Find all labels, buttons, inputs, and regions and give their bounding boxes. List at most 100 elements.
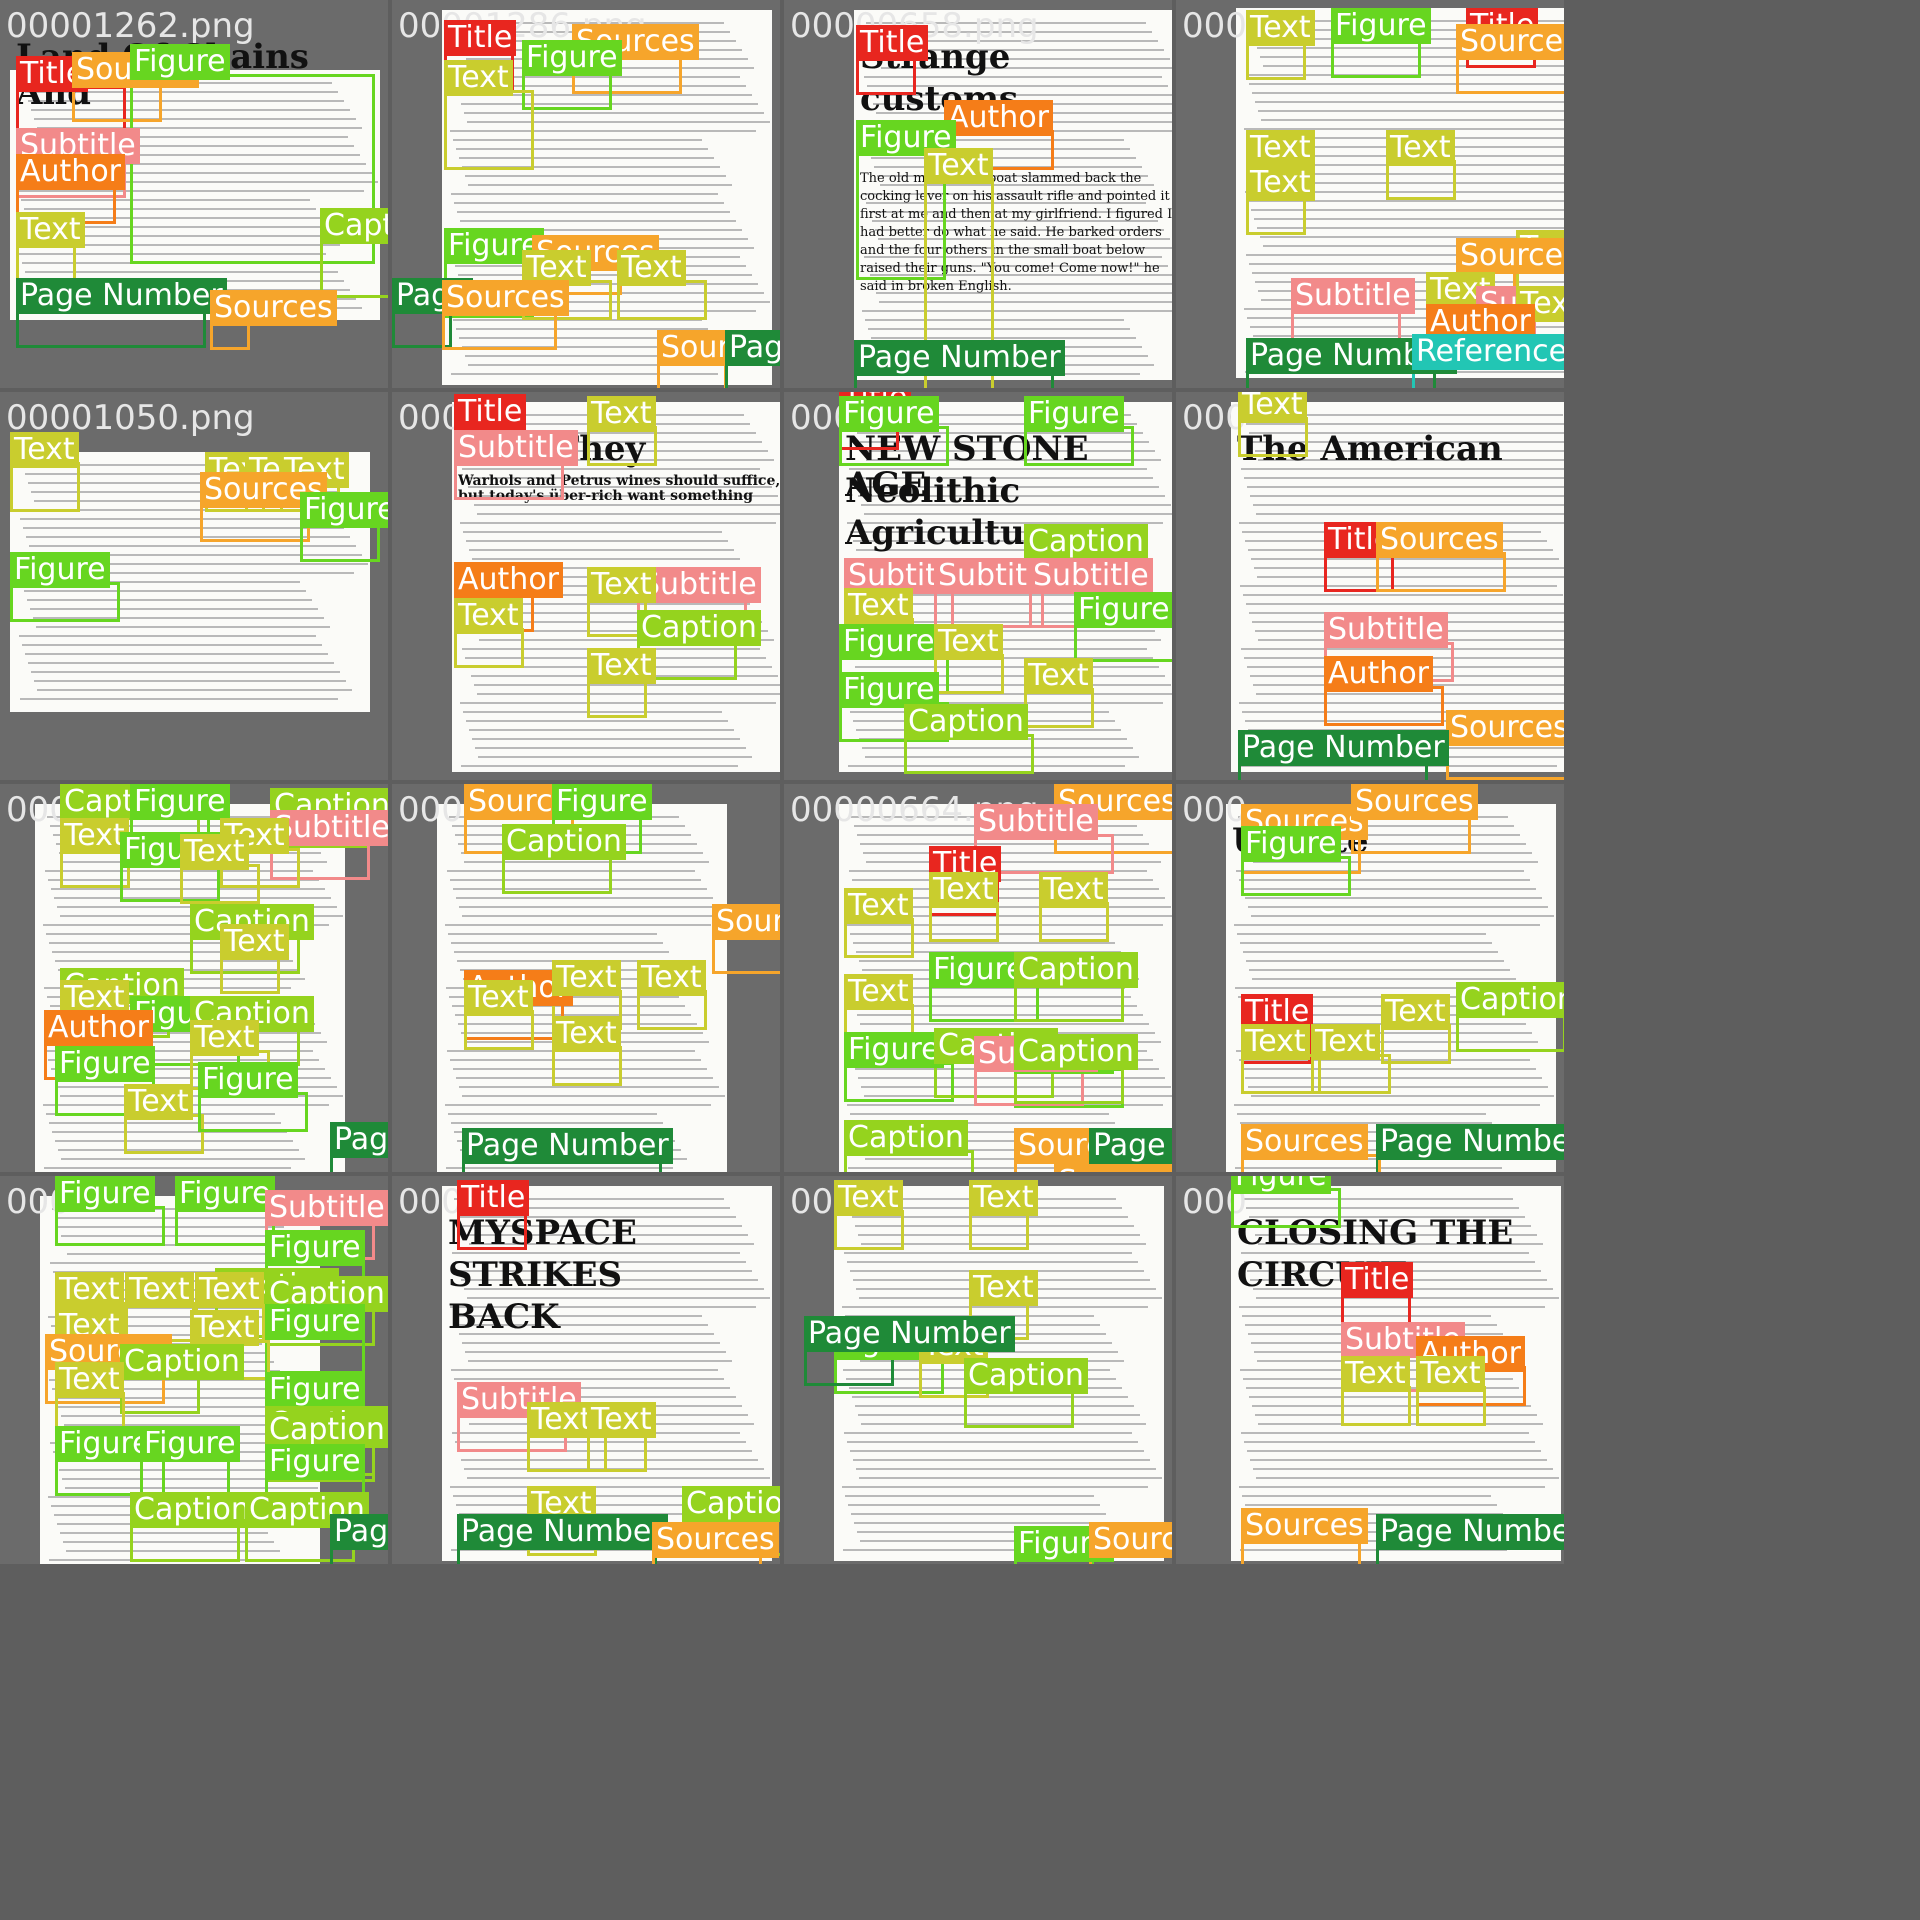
text-line	[450, 310, 756, 312]
text-line	[463, 711, 722, 713]
text-line	[454, 22, 724, 24]
annotation-label: Sources	[1241, 1508, 1368, 1544]
text-line	[862, 1149, 1133, 1151]
text-line	[1260, 236, 1564, 238]
annotation-label: Page Number	[16, 278, 227, 314]
text-line	[452, 1252, 740, 1254]
text-line	[865, 139, 1124, 141]
text-line	[858, 897, 1165, 899]
filename-label: 000	[398, 790, 463, 830]
text-line	[450, 1486, 756, 1488]
annotation-label: Figure	[929, 952, 1029, 988]
text-line	[868, 328, 1130, 330]
annotation-box	[444, 90, 534, 170]
text-line	[476, 630, 768, 632]
page-heading: The old man in the boat slammed back the…	[860, 171, 1172, 294]
annotation-box	[552, 1046, 622, 1086]
annotation-box	[1456, 54, 1564, 94]
text-line	[869, 211, 1152, 213]
text-line	[866, 639, 1161, 641]
annotation-label: Text	[934, 624, 1003, 660]
annotation-box	[454, 628, 524, 668]
text-line	[450, 130, 756, 132]
text-line	[465, 175, 726, 177]
annotation-box	[464, 1010, 534, 1050]
annotation-label: Text	[1311, 1024, 1380, 1060]
text-line	[469, 729, 734, 731]
text-line	[48, 1059, 319, 1061]
annotation-label: Text	[617, 250, 686, 286]
text-line	[29, 163, 366, 165]
text-line	[864, 915, 1172, 917]
text-line	[30, 226, 328, 228]
text-line	[871, 337, 1136, 339]
annotation-label: Page Number	[330, 1514, 388, 1550]
text-line	[844, 1252, 1132, 1254]
text-line	[19, 253, 326, 255]
text-line	[873, 283, 1172, 285]
text-line	[65, 1307, 318, 1309]
filename-label: 00001262.png	[6, 6, 255, 46]
text-line	[848, 987, 1125, 989]
annotation-label: Text	[195, 1272, 264, 1308]
annotation-label: Figure	[10, 552, 110, 588]
annotation-label: Figure	[130, 44, 230, 80]
annotation-box	[1024, 426, 1134, 466]
annotation-box	[1381, 1024, 1451, 1064]
page-heading: NEW STONE AGE	[845, 432, 1089, 504]
text-line	[1252, 978, 1516, 980]
annotation-box	[265, 1334, 365, 1374]
annotation-label: Page Number	[1238, 730, 1449, 766]
thumbnail-cell: 000FigureFigureSubtitleFigureCaptionCapt…	[0, 1176, 388, 1564]
text-line	[460, 1216, 736, 1218]
annotation-label: Caption	[120, 1344, 244, 1380]
text-line	[462, 166, 720, 168]
text-line	[1241, 468, 1564, 470]
text-line	[445, 1104, 711, 1106]
annotation-label: Subtitle	[974, 804, 1098, 840]
text-line	[463, 531, 722, 533]
annotation-label: Text	[1386, 130, 1455, 166]
text-line	[842, 1486, 1148, 1488]
text-line	[477, 513, 780, 515]
text-line	[1246, 423, 1564, 425]
annotation-box	[856, 55, 916, 95]
text-line	[1248, 1086, 1548, 1088]
text-line	[1245, 1077, 1542, 1079]
text-line	[461, 765, 738, 767]
text-line	[860, 843, 1149, 845]
text-line	[35, 563, 368, 565]
text-line	[22, 464, 322, 466]
annotation-box	[124, 1114, 204, 1154]
annotation-label: Text	[637, 960, 706, 996]
annotation-box	[10, 462, 80, 512]
text-line	[461, 1279, 758, 1281]
text-line	[450, 879, 701, 881]
text-line	[66, 1550, 280, 1552]
text-line	[33, 617, 324, 619]
text-line	[881, 67, 1172, 69]
annotation-label: Author	[944, 100, 1054, 136]
annotation-label: Subtitle	[454, 430, 578, 466]
text-line	[52, 951, 287, 953]
annotation-label: Text	[190, 1310, 259, 1346]
text-line	[43, 924, 329, 926]
text-line	[1245, 1504, 1497, 1506]
text-line	[872, 220, 1158, 222]
text-line	[858, 1077, 1165, 1079]
annotation-label: Sources	[1351, 784, 1478, 820]
annotation-label: Caption	[265, 1412, 388, 1448]
annotation-label: Caption	[1024, 524, 1148, 560]
annotation-box	[587, 426, 657, 466]
text-line	[63, 1541, 274, 1543]
text-line	[1241, 1005, 1514, 1007]
text-line	[450, 1306, 756, 1308]
text-line	[58, 1226, 284, 1228]
text-line	[854, 1522, 1112, 1524]
annotation-box	[130, 1522, 240, 1562]
text-line	[455, 1014, 691, 1016]
annotation-label: Figure	[1074, 592, 1172, 628]
text-line	[1240, 765, 1557, 767]
annotation-label: Page Number	[462, 1128, 673, 1164]
